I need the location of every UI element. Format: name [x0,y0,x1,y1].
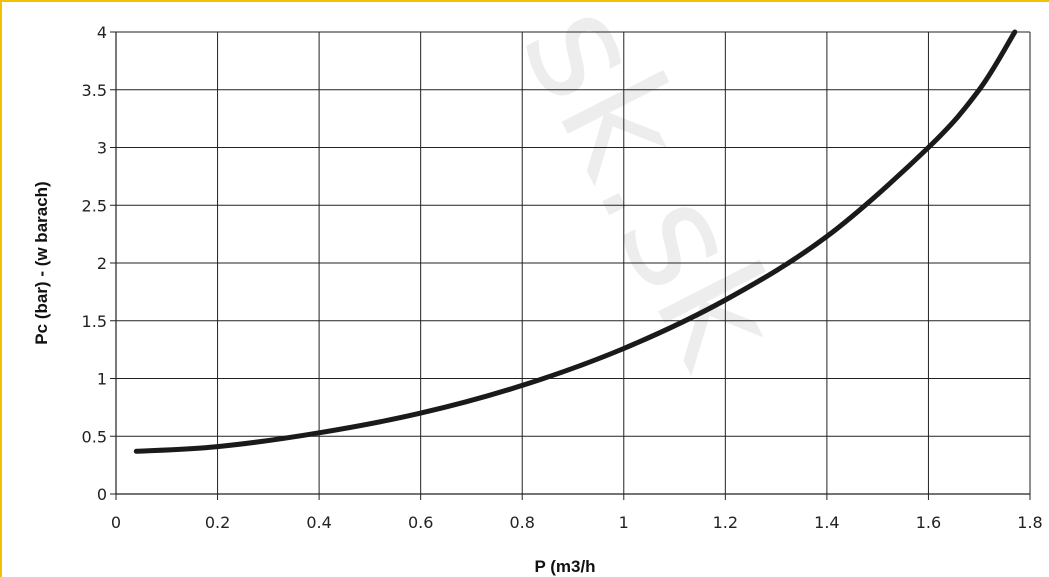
series-layer [133,29,1018,454]
y-tick-label: 0 [97,485,107,504]
y-tick-label: 3 [97,139,107,158]
y-tick-label: 2 [97,254,107,273]
y-axis-ticks: 0 0.5 1 1.5 2 2.5 3 3.5 4 [82,23,116,504]
x-tick-label: 1 [619,513,629,532]
y-tick-label: 0.5 [82,427,107,446]
x-tick-label: 1.2 [713,513,738,532]
y-tick-label: 2.5 [82,196,107,215]
y-tick-label: 1.5 [82,312,107,331]
x-tick-label: 1.8 [1017,513,1042,532]
x-tick-label: 0.8 [509,513,534,532]
x-tick-label: 0.4 [306,513,331,532]
x-tick-label: 1.6 [916,513,941,532]
grid-lines [116,31,1031,494]
x-axis-ticks: 0 0.2 0.4 0.6 0.8 1 1.2 1.4 1.6 1.8 [111,494,1043,532]
x-tick-label: 0 [111,513,121,532]
x-tick-label: 1.4 [814,513,839,532]
y-axis-title: Pc (bar) - (w barach) [32,181,51,344]
x-tick-label: 0.6 [408,513,433,532]
y-tick-label: 4 [97,23,107,42]
y-tick-label: 3.5 [82,81,107,100]
x-tick-label: 0.2 [205,513,230,532]
x-axis-title: P (m3/h [534,557,595,576]
y-tick-label: 1 [97,370,107,389]
